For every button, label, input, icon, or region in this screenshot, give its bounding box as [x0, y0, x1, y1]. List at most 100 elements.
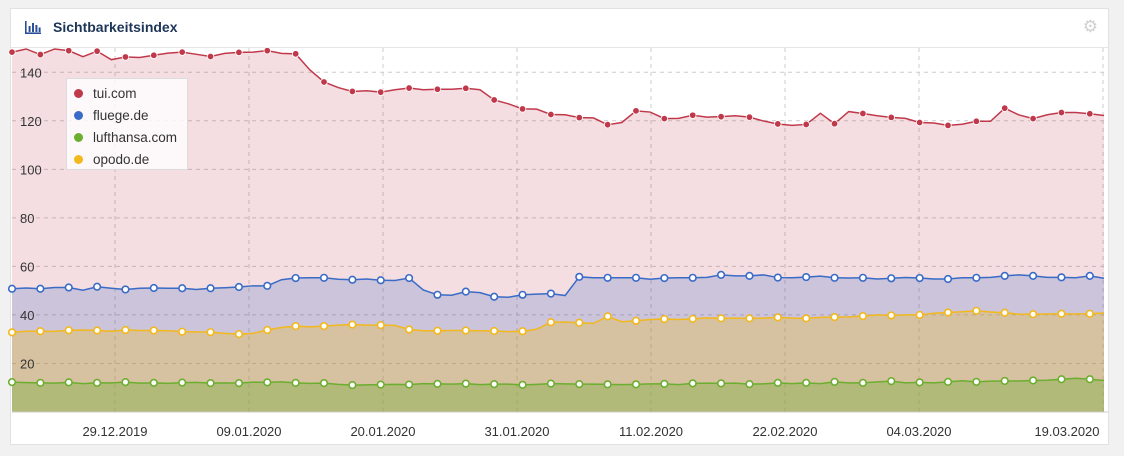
data-point	[64, 326, 73, 335]
data-point	[603, 312, 612, 321]
data-point	[206, 52, 215, 61]
data-point	[575, 113, 583, 122]
x-tick-label: 11.02.2020	[619, 424, 683, 439]
data-point	[461, 326, 470, 335]
chart-card: Sichtbarkeitsindex ⚙	[10, 8, 1109, 445]
data-point	[887, 274, 896, 283]
data-point	[462, 84, 470, 92]
data-point	[178, 48, 186, 56]
data-point	[575, 272, 584, 281]
y-tick-label: 120	[20, 114, 42, 129]
data-point	[263, 281, 272, 290]
data-point	[716, 314, 726, 323]
data-point	[1029, 114, 1037, 123]
data-point	[773, 313, 782, 322]
series-points-fluege-de	[7, 270, 1094, 301]
data-point	[546, 289, 556, 298]
data-point	[92, 378, 102, 387]
data-point	[915, 378, 924, 387]
data-point	[1057, 273, 1066, 282]
data-point	[36, 284, 45, 293]
data-point	[36, 327, 45, 336]
data-point	[915, 118, 924, 127]
data-point	[121, 378, 130, 387]
data-point	[773, 273, 782, 282]
data-point	[234, 282, 244, 292]
data-point	[859, 109, 867, 118]
gear-icon[interactable]: ⚙	[1082, 17, 1098, 37]
data-point	[36, 378, 45, 387]
data-point	[689, 111, 697, 119]
data-point	[319, 379, 329, 388]
data-point	[631, 380, 641, 389]
area-tui-com	[12, 48, 1104, 412]
y-tick-label: 20	[20, 356, 34, 371]
data-point	[688, 379, 697, 388]
data-point	[972, 117, 981, 125]
data-point	[830, 377, 839, 387]
y-tick-label: 140	[20, 65, 42, 80]
data-point	[121, 325, 130, 335]
legend-label: lufthansa.com	[93, 129, 178, 145]
data-point	[319, 321, 329, 331]
data-point	[348, 87, 357, 96]
data-point	[65, 46, 73, 55]
legend-marker	[74, 110, 83, 120]
legend-marker	[74, 88, 83, 98]
y-tick-label: 40	[20, 308, 34, 323]
data-point	[376, 276, 385, 285]
data-point	[943, 308, 953, 317]
data-point	[234, 330, 244, 339]
x-tick-label: 19.03.2020	[1034, 424, 1099, 439]
data-point	[830, 313, 839, 322]
data-point	[631, 273, 641, 282]
data-point	[745, 314, 754, 323]
data-point	[802, 272, 811, 282]
data-point	[8, 48, 16, 56]
data-point	[36, 50, 45, 59]
data-point	[802, 378, 811, 387]
data-point	[858, 312, 868, 321]
data-point	[405, 84, 413, 92]
data-point	[121, 285, 130, 294]
data-point	[830, 273, 839, 282]
data-point	[206, 379, 215, 388]
data-point	[660, 273, 669, 283]
legend-label: tui.com	[93, 85, 137, 101]
data-point	[915, 273, 924, 283]
data-point	[717, 112, 725, 121]
legend-item[interactable]: opodo.de	[74, 148, 187, 170]
data-point	[745, 379, 754, 389]
legend-item[interactable]: tui.com	[74, 82, 187, 104]
data-point	[348, 320, 357, 329]
data-point	[320, 78, 328, 86]
data-point	[263, 325, 272, 335]
data-point	[1000, 376, 1009, 386]
data-point	[774, 120, 782, 128]
data-point	[1085, 375, 1094, 384]
data-point	[1085, 309, 1094, 318]
data-point	[490, 292, 499, 301]
legend-item[interactable]: lufthansa.com	[74, 126, 187, 148]
legend-marker	[74, 132, 83, 142]
data-point	[972, 306, 981, 315]
data-point	[887, 377, 896, 386]
legend-item[interactable]: fluege.de	[74, 104, 187, 126]
data-point	[263, 46, 271, 55]
card-title: Sichtbarkeitsindex	[53, 19, 178, 35]
data-point	[660, 114, 669, 123]
series-points-opodo-de	[7, 306, 1094, 339]
data-point	[802, 120, 810, 129]
data-point	[376, 380, 385, 389]
data-point	[1000, 308, 1009, 317]
data-point	[178, 378, 187, 387]
data-point	[631, 316, 641, 325]
series-points-lufthansa-com	[7, 375, 1094, 390]
data-point	[1028, 310, 1038, 319]
data-point	[64, 283, 73, 292]
data-point	[149, 378, 158, 387]
data-point	[433, 85, 442, 93]
data-point	[603, 120, 612, 129]
data-point	[404, 273, 414, 283]
